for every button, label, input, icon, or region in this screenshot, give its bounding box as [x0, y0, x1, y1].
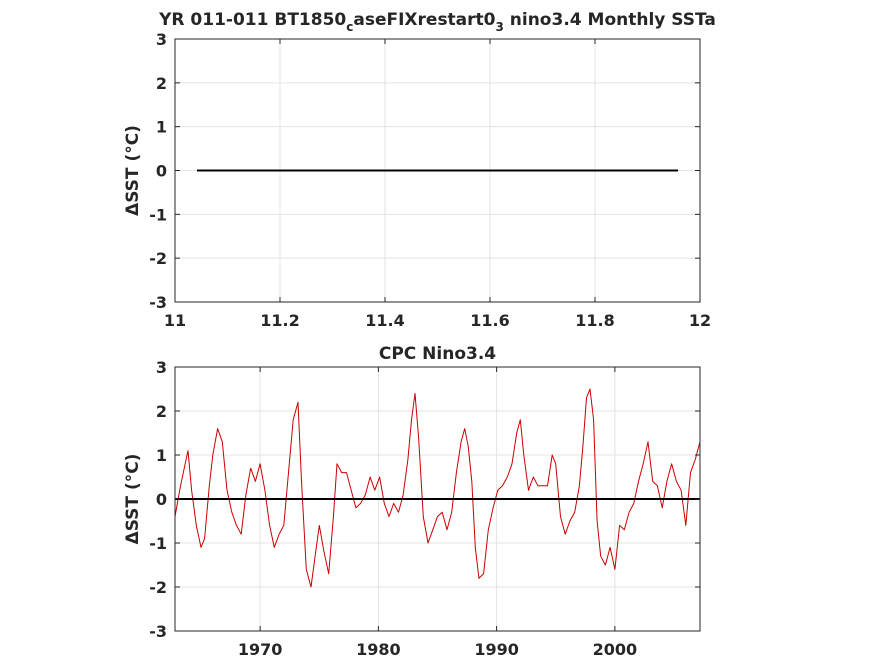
top-y-label: ΔSST (°C) — [123, 125, 143, 216]
top-title: YR 011-011 BT1850caseFIXrestart03 nino3.… — [158, 10, 716, 34]
bottom-y-label: ΔSST (°C) — [123, 454, 143, 545]
top-x-tick-label: 11.6 — [470, 311, 509, 330]
bottom-x-tick-label: 1990 — [474, 640, 519, 656]
top-title-end: nino3.4 Monthly SSTa — [504, 10, 716, 30]
top-y-tick-label: 1 — [156, 118, 167, 137]
bottom-y-tick-label: -3 — [149, 622, 167, 641]
bottom-y-ticks: -3 -2 -1 0 1 2 3 — [149, 358, 700, 641]
bottom-y-tick-label: 0 — [156, 490, 167, 509]
top-y-tick-label: -2 — [149, 249, 167, 268]
top-title-mid: aseFIXrestart0 — [353, 10, 495, 30]
top-x-tick-label: 11 — [164, 311, 186, 330]
bottom-series — [174, 388, 701, 588]
top-x-tick-label: 11.8 — [575, 311, 614, 330]
bottom-y-tick-label: -1 — [149, 534, 167, 553]
top-title-sub2: 3 — [496, 20, 504, 34]
top-y-tick-label: 3 — [156, 30, 167, 49]
top-x-tick-label: 12 — [689, 311, 711, 330]
bottom-x-tick-label: 2000 — [593, 640, 638, 656]
bottom-y-tick-label: -2 — [149, 578, 167, 597]
top-x-tick-label: 11.4 — [365, 311, 404, 330]
top-y-ticks: -3 -2 -1 0 1 2 3 — [149, 30, 700, 312]
top-x-ticks: 11 11.2 11.4 11.6 11.8 12 — [164, 39, 711, 330]
bottom-x-tick-label: 1980 — [356, 640, 401, 656]
top-title-main: YR 011-011 BT1850 — [158, 10, 346, 30]
top-title-sub: c — [346, 20, 353, 34]
bottom-y-tick-label: 2 — [156, 402, 167, 421]
top-y-tick-label: -1 — [149, 205, 167, 224]
top-x-tick-label: 11.2 — [260, 311, 299, 330]
bottom-y-tick-label: 3 — [156, 358, 167, 377]
bottom-x-ticks: 1970 1980 1990 2000 — [238, 367, 637, 656]
bottom-x-tick-label: 1970 — [238, 640, 283, 656]
top-y-tick-label: 2 — [156, 74, 167, 93]
bottom-series-line — [174, 388, 701, 588]
bottom-y-tick-label: 1 — [156, 446, 167, 465]
top-y-tick-label: -3 — [149, 293, 167, 312]
top-y-tick-label: 0 — [156, 162, 167, 181]
bottom-title: CPC Nino3.4 — [379, 344, 496, 364]
